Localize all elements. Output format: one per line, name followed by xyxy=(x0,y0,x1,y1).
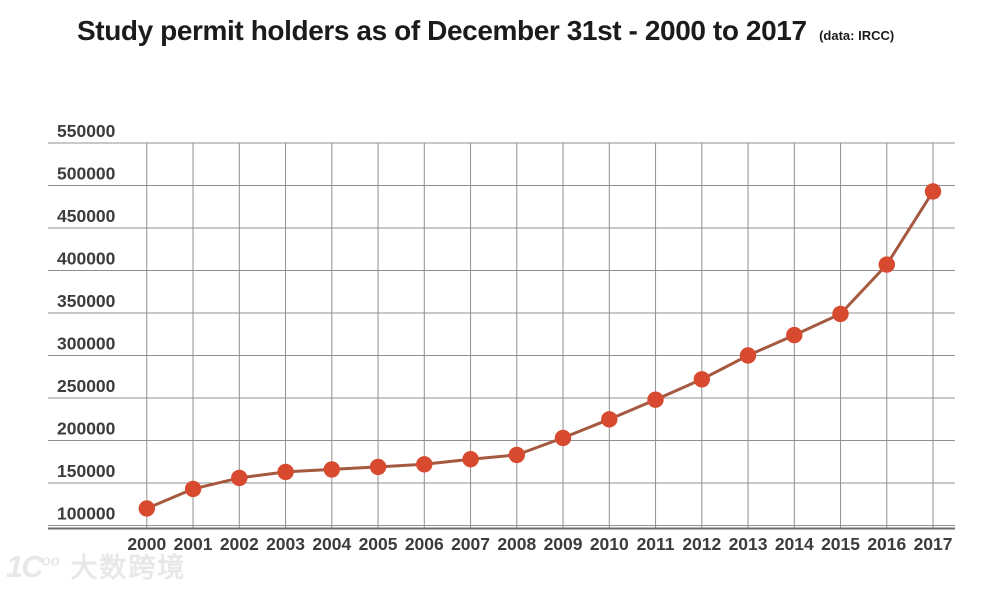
data-point-2011 xyxy=(647,391,664,408)
x-axis-tick-label: 2001 xyxy=(174,534,213,554)
x-axis-tick-label: 2008 xyxy=(497,534,536,554)
data-point-2016 xyxy=(878,256,895,273)
x-axis-tick-label: 2017 xyxy=(914,534,953,554)
data-point-2001 xyxy=(184,480,202,498)
data-point-2000 xyxy=(138,500,155,517)
x-axis-tick-label: 2003 xyxy=(266,534,305,554)
y-axis-tick-label: 250000 xyxy=(57,376,116,396)
y-axis-tick-label: 550000 xyxy=(57,121,116,141)
data-point-2010 xyxy=(601,411,618,428)
y-axis-tick-label: 100000 xyxy=(57,504,116,524)
y-axis-tick-label: 200000 xyxy=(57,419,116,439)
y-axis-tick-label: 450000 xyxy=(57,206,116,226)
series-line xyxy=(145,189,935,510)
x-axis-tick-label: 2005 xyxy=(359,534,398,554)
y-axis-tick-label: 350000 xyxy=(57,291,116,311)
x-axis-tick-label: 2004 xyxy=(312,534,351,554)
x-axis-tick-label: 2012 xyxy=(682,534,721,554)
data-point-2012 xyxy=(693,371,710,388)
y-axis-tick-label: 500000 xyxy=(57,164,116,184)
data-point-2008 xyxy=(508,446,525,464)
x-axis-tick-label: 2015 xyxy=(821,534,860,554)
data-point-2003 xyxy=(277,463,294,481)
watermark: 1Coo 大数跨境 xyxy=(6,546,186,585)
chart-header: Study permit holders as of December 31st… xyxy=(77,14,894,53)
x-axis-tick-label: 2002 xyxy=(220,534,259,554)
data-point-2005 xyxy=(369,458,387,476)
data-point-2017 xyxy=(924,183,942,200)
data-source-note: (data: IRCC) xyxy=(819,28,895,43)
page-title: Study permit holders as of December 31st… xyxy=(77,15,807,46)
watermark-logo-icon: 1Coo xyxy=(6,549,60,584)
x-axis-tick-label: 2007 xyxy=(451,534,490,554)
data-point-2002 xyxy=(231,469,248,487)
x-axis-tick-label: 2010 xyxy=(590,534,629,554)
data-point-2015 xyxy=(832,305,849,323)
x-axis-tick-label: 2013 xyxy=(729,534,768,554)
y-axis-tick-label: 300000 xyxy=(57,334,116,354)
x-axis-tick-label: 2014 xyxy=(775,534,814,554)
x-axis-tick-label: 2006 xyxy=(405,534,444,554)
watermark-text: 大数跨境 xyxy=(70,553,187,583)
data-point-2007 xyxy=(462,451,479,468)
data-point-2013 xyxy=(739,347,757,364)
data-point-2014 xyxy=(786,326,803,344)
x-axis-tick-label: 2009 xyxy=(544,534,583,554)
x-axis-tick-label: 2011 xyxy=(637,534,675,554)
data-point-2009 xyxy=(554,429,572,447)
data-point-2006 xyxy=(416,456,433,473)
data-point-2004 xyxy=(323,461,340,478)
y-axis-tick-label: 400000 xyxy=(57,249,116,269)
x-axis-tick-label: 2000 xyxy=(127,534,166,554)
x-axis-tick-label: 2016 xyxy=(867,534,906,554)
y-axis-tick-label: 150000 xyxy=(57,461,116,481)
